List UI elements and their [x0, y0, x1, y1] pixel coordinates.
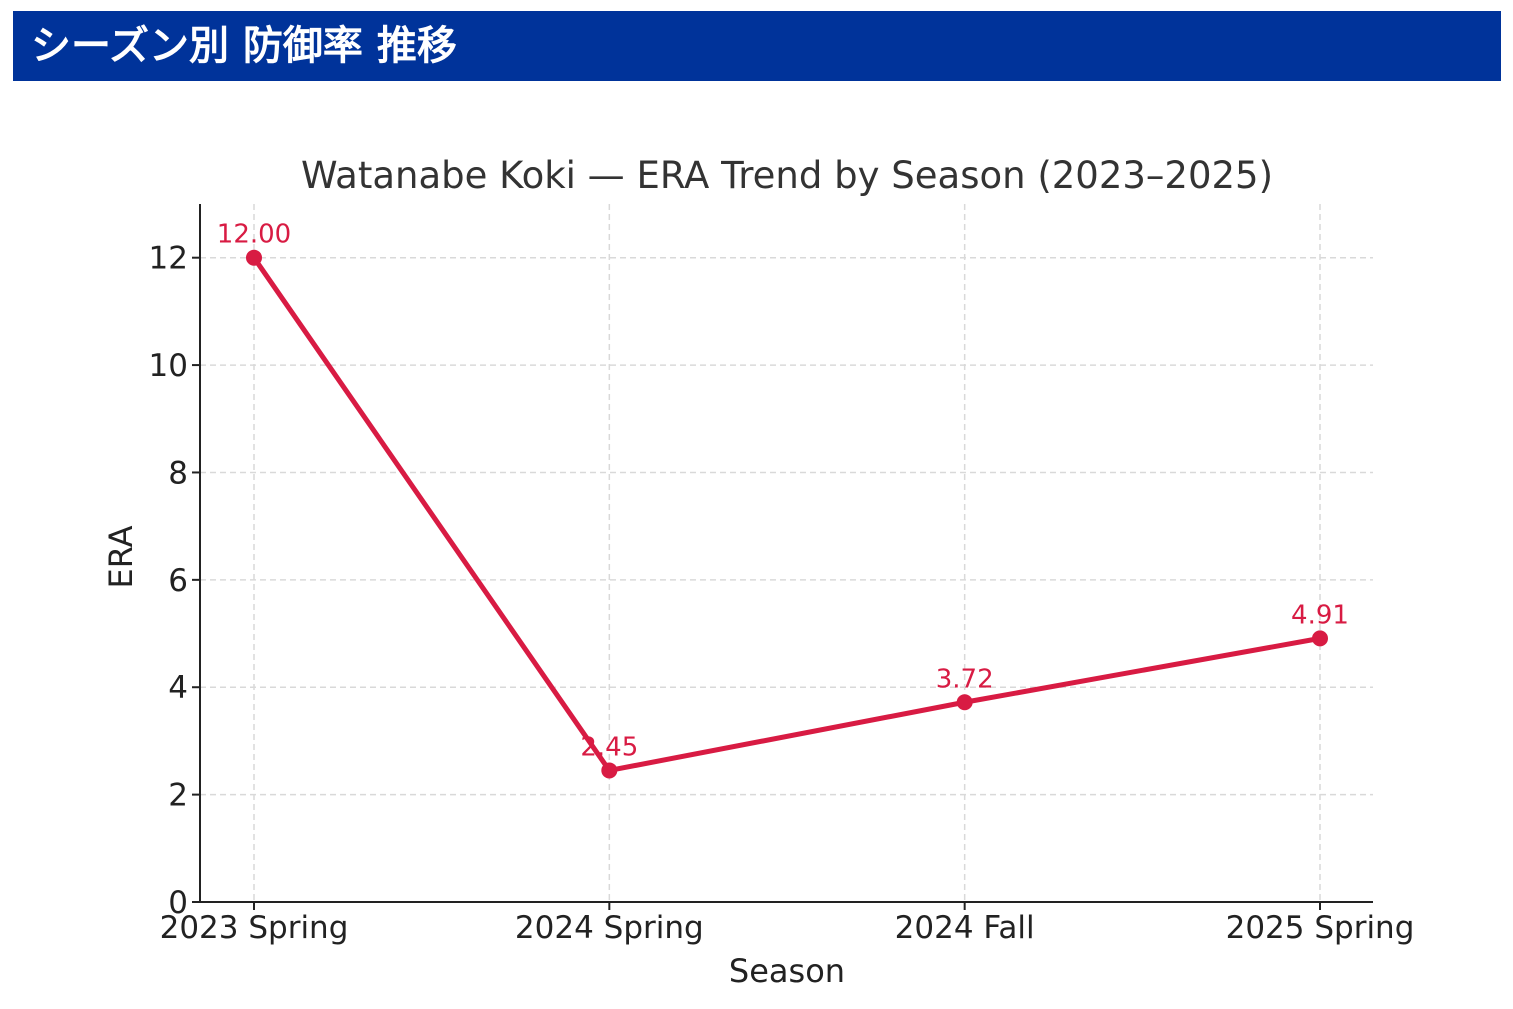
chart-title: Watanabe Koki — ERA Trend by Season (202…	[301, 154, 1273, 197]
y-tick-label-6: 6	[168, 563, 188, 599]
x-tick-label-2: 2024 Fall	[895, 910, 1035, 946]
y-tick-label-12: 12	[149, 241, 188, 277]
y-tick-label-10: 10	[149, 348, 188, 384]
data-label-0: 12.00	[217, 220, 291, 250]
x-tick-label-1: 2024 Spring	[515, 910, 704, 946]
y-tick-label-2: 2	[168, 778, 188, 814]
data-point-1	[601, 762, 618, 779]
y-tick-label-8: 8	[168, 455, 188, 491]
series-line-era	[251, 256, 1321, 773]
data-point-0	[246, 249, 262, 266]
page-title: シーズン別 防御率 推移	[31, 23, 457, 69]
axes	[199, 204, 1373, 903]
data-label-2: 3.72	[936, 664, 994, 694]
data-point-3	[1312, 630, 1328, 647]
y-tick-label-4: 4	[168, 670, 188, 706]
y-ticks: 0 2 4 6 8 10 12	[149, 241, 200, 921]
x-tick-label-3: 2025 Spring	[1226, 910, 1415, 946]
data-points	[246, 249, 1328, 779]
x-tick-label-0: 2023 Spring	[160, 910, 349, 946]
data-point-2	[956, 694, 973, 711]
y-tick-label-0: 0	[168, 885, 188, 921]
x-ticks: 2023 Spring 2024 Spring 2024 Fall 2025 Spri…	[160, 902, 1415, 946]
y-axis-label: ERA	[102, 525, 140, 588]
data-labels: 12.00 2.45 3.72 4.91	[217, 220, 1349, 763]
x-axis-label: Season	[729, 952, 845, 990]
header-bar: シーズン別 防御率 推移	[13, 11, 1501, 81]
grid-lines	[200, 204, 1373, 902]
data-label-1: 2.45	[580, 732, 638, 762]
data-label-3: 4.91	[1291, 600, 1349, 630]
